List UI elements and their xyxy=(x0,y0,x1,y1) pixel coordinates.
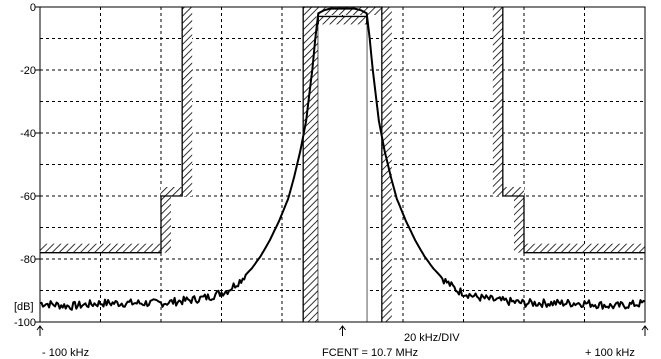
arrow-left-head xyxy=(36,325,44,331)
mask-stopband-lower-hatch xyxy=(182,7,193,196)
mask-stopband-upper-hatch xyxy=(524,243,645,253)
passband-clear-area xyxy=(318,24,367,322)
mask-passband-inner-hatch xyxy=(311,16,319,322)
mask-stopband-lower-hatch xyxy=(161,196,171,253)
x-scale-label: 20 kHz/DIV xyxy=(404,332,460,344)
response-trace xyxy=(39,7,646,311)
mask-stopband-upper xyxy=(502,7,645,254)
y-axis-unit-label: [dB] xyxy=(14,301,34,313)
x-tick-label-right: + 100 kHz xyxy=(585,347,635,359)
mask-passband-outer-hatch xyxy=(303,7,382,15)
mask-stopband-lower xyxy=(40,7,183,254)
y-tick-label: 0 xyxy=(30,2,36,14)
mask-stopband-lower-hatch xyxy=(161,187,183,196)
mask-passband-inner-hatch xyxy=(318,16,367,25)
x-tick-label-center: FCENT = 10.7 MHz xyxy=(322,347,418,359)
y-tick-label: -20 xyxy=(20,65,36,77)
x-tick-label-left: - 100 kHz xyxy=(42,347,89,359)
mask-stopband-upper-hatch xyxy=(492,7,503,196)
mask-stopband-upper-hatch xyxy=(502,187,524,196)
mask-passband-outer-hatch xyxy=(303,7,314,322)
y-tick-label: -60 xyxy=(20,191,36,203)
arrow-right-head xyxy=(641,325,649,331)
mask-passband-outer-hatch xyxy=(381,7,392,322)
arrow-center-head xyxy=(339,325,346,331)
mask-stopband-upper-hatch xyxy=(514,196,524,253)
plot-frame xyxy=(39,6,646,323)
y-tick-label: -80 xyxy=(20,254,36,266)
y-tick-label: -40 xyxy=(20,128,36,140)
y-tick-label: -100 xyxy=(14,317,36,329)
mask-stopband-lower-hatch xyxy=(40,243,161,253)
